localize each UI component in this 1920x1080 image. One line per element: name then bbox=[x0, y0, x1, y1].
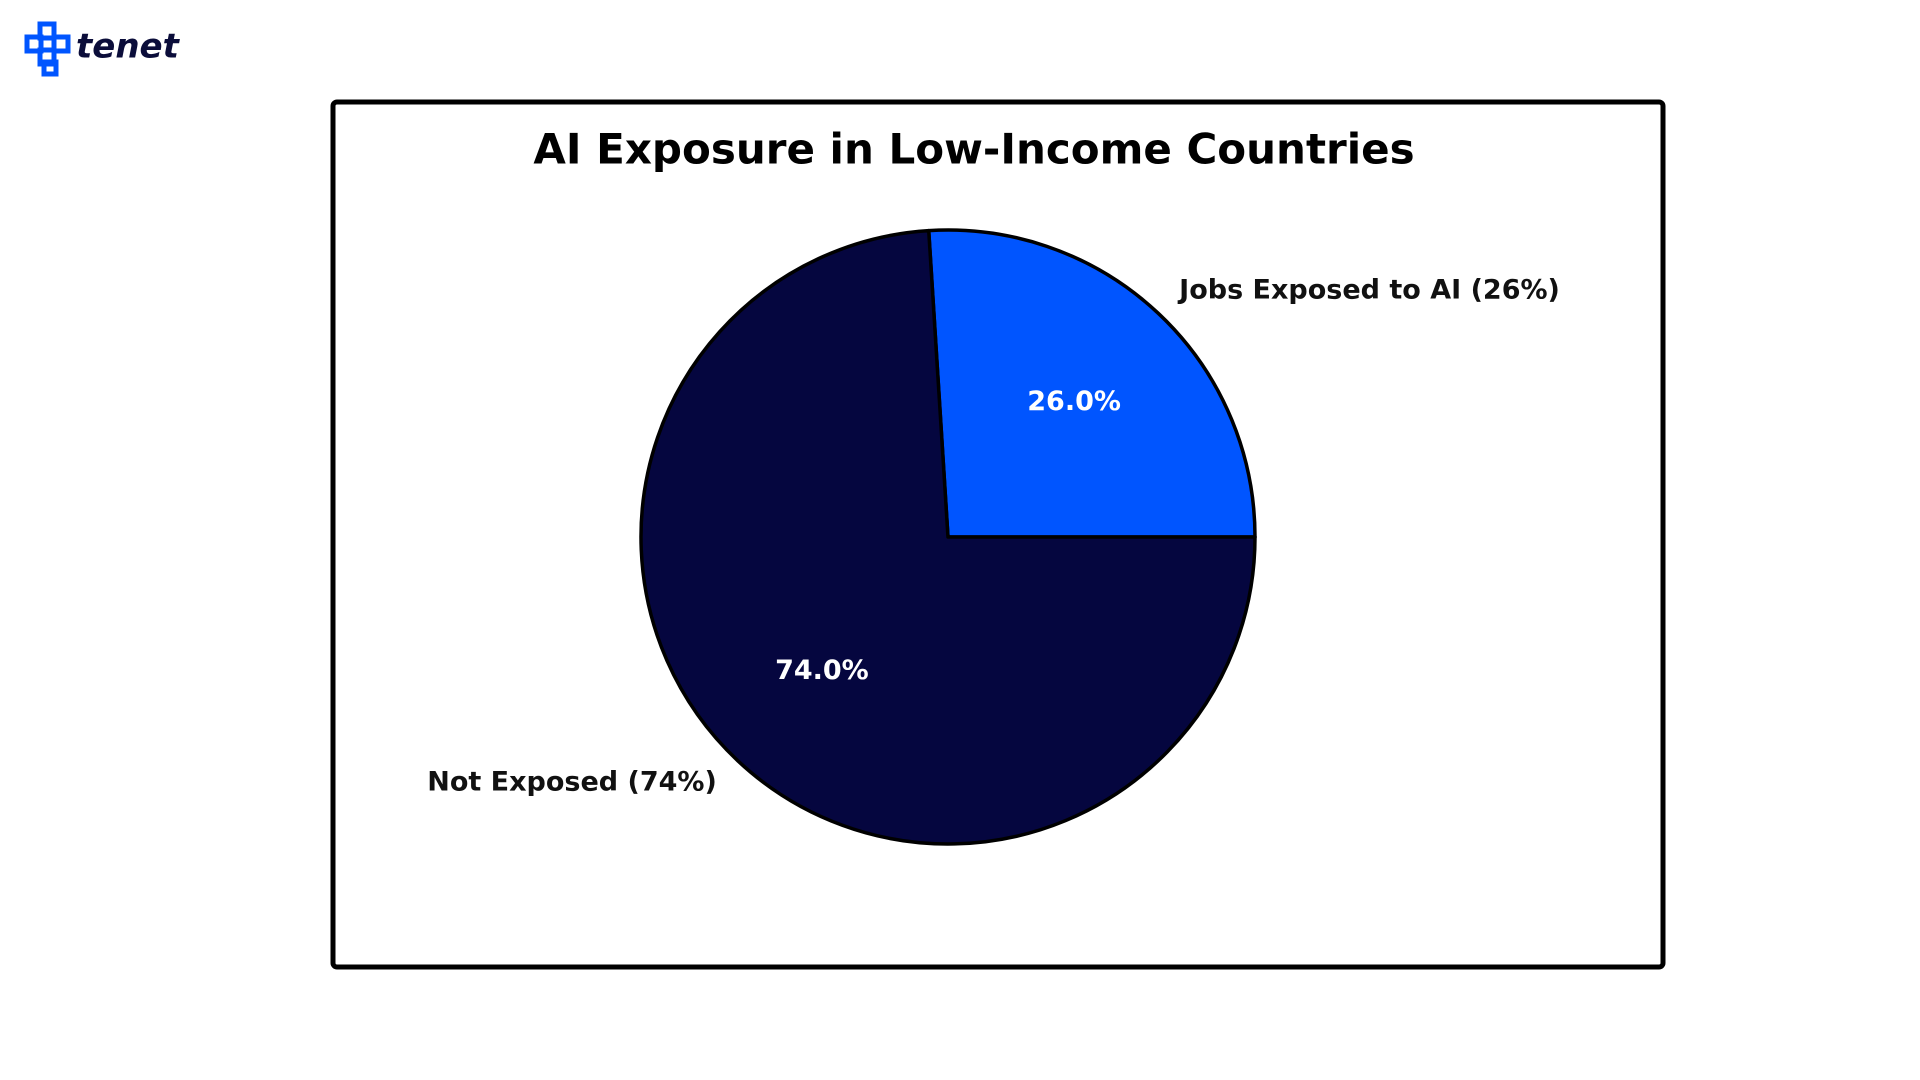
logo: tenet bbox=[24, 21, 181, 77]
value-label: 74.0% bbox=[775, 655, 869, 686]
logo-text: tenet bbox=[76, 27, 181, 67]
pie-slice bbox=[926, 228, 1257, 539]
logo-icon bbox=[24, 21, 71, 77]
slice-label: Not Exposed (74%) bbox=[427, 767, 717, 798]
slice-label: Jobs Exposed to AI (26%) bbox=[1177, 274, 1560, 305]
value-label: 26.0% bbox=[1027, 386, 1121, 417]
pie-slice bbox=[639, 228, 1257, 846]
chart-title: AI Exposure in Low-Income Countries bbox=[533, 125, 1414, 174]
